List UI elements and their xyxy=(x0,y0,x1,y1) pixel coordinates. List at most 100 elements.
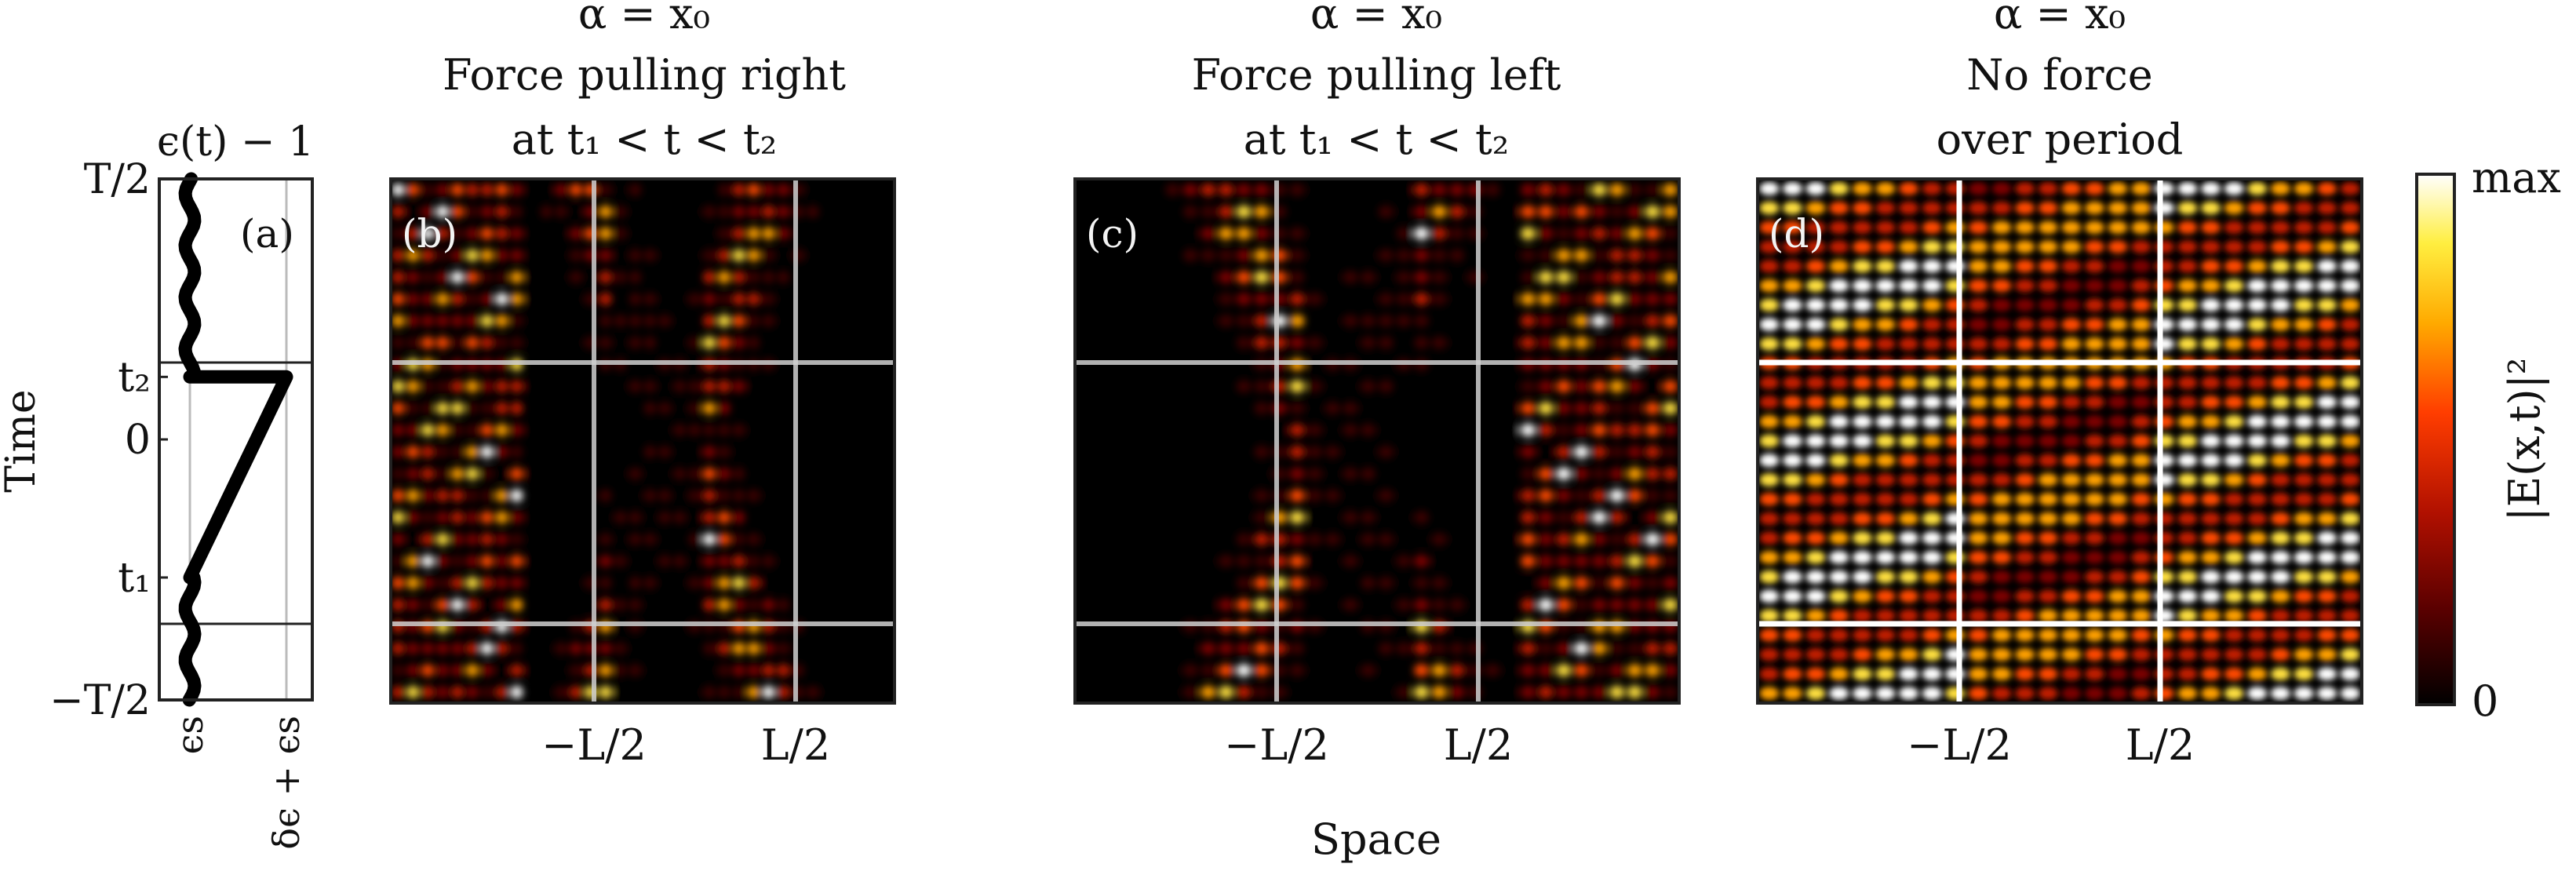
heat-b-cell-196 xyxy=(777,292,790,306)
heat-c-cell-412 xyxy=(1147,445,1163,459)
heat-c-cell-810 xyxy=(1573,685,1589,699)
heat-d-cell-48 xyxy=(2270,201,2290,215)
heat-d-cell-490 xyxy=(2270,531,2290,545)
heat-c-cell-553 xyxy=(1236,533,1252,546)
heat-d-cell-204 xyxy=(2270,318,2290,331)
heat-d-cell-487 xyxy=(2201,531,2221,545)
heat-c-cell-646 xyxy=(1076,598,1091,612)
heat-c-cell-173 xyxy=(1129,292,1145,306)
heat-d-cell-195 xyxy=(2061,318,2082,331)
heat-d-cell-301 xyxy=(2108,395,2128,409)
heat-d-cell-349 xyxy=(2015,434,2035,448)
heat-d-cell-77 xyxy=(2340,220,2360,235)
heat-d-cell-85 xyxy=(1922,240,1942,253)
heat-d-cell-659 xyxy=(1968,667,1988,681)
heat-b-cell-783 xyxy=(406,685,420,699)
heat-d-cell-137 xyxy=(1922,279,1942,293)
panel-b-title: α = x₀ Force pulling right at t₁ < t < t… xyxy=(443,0,846,164)
heat-c-cell-589 xyxy=(1271,554,1287,568)
heat-c-cell-460 xyxy=(1396,467,1412,481)
heat-b-cell-90 xyxy=(718,227,731,240)
heat-b-cell-219 xyxy=(614,314,627,328)
heat-b-cell-800 xyxy=(658,685,672,699)
heat-b-cell-165 xyxy=(822,271,834,284)
heat-b-cell-177 xyxy=(495,292,508,306)
heat-c-cell-786 xyxy=(1147,685,1163,699)
heat-b-cell-717 xyxy=(436,642,449,655)
heat-c-cell-312 xyxy=(1182,380,1198,393)
heat-b-cell-436 xyxy=(807,445,819,459)
heat-d-cell-559 xyxy=(2061,589,2082,603)
heat-b-cell-454 xyxy=(570,467,582,481)
heat-b-cell-325 xyxy=(673,380,687,393)
heat-c-cell-28 xyxy=(1573,183,1589,197)
heat-b-cell-106 xyxy=(451,249,464,262)
heat-c-cell-423 xyxy=(1343,445,1358,459)
heat-d-cell-582 xyxy=(1991,609,2012,623)
heat-d-cell-19 xyxy=(2201,182,2221,195)
heat-b-cell-765 xyxy=(643,664,657,677)
panel-b-label: (b) xyxy=(402,211,457,257)
heat-c-cell-140 xyxy=(1147,271,1163,284)
heat-b-cell-372 xyxy=(865,402,879,415)
heat-c-cell-176 xyxy=(1182,292,1198,306)
heat-c-cell-389 xyxy=(1343,423,1358,437)
heat-b-cell-668 xyxy=(718,598,731,612)
heat-d-cell-217 xyxy=(1968,337,1988,351)
heat-c-cell-769 xyxy=(1449,664,1465,677)
heat-d-cell-674 xyxy=(2317,667,2337,681)
heat-b-cell-45 xyxy=(555,205,567,219)
heat-b-cell-552 xyxy=(510,533,523,546)
heat-b-cell-128 xyxy=(777,249,790,262)
heat-b-cell-182 xyxy=(570,292,582,306)
heat-c-cell-25 xyxy=(1521,183,1536,197)
heat-c-cell-270 xyxy=(1645,336,1660,350)
heat-c-cell-438 xyxy=(1609,445,1625,459)
heat-b-cell-152 xyxy=(629,271,642,284)
heat-d-cell-286 xyxy=(1759,395,1780,409)
heat-c-cell-402 xyxy=(1573,423,1589,437)
heat-b-cell-481 xyxy=(466,489,479,502)
heat-c-cell-130 xyxy=(1573,249,1589,262)
heat-d-cell-451 xyxy=(1968,512,1988,526)
heat-d-cell-211 xyxy=(1829,337,1849,351)
heat-d-cell-343 xyxy=(1875,434,1896,448)
heat-d-cell-614 xyxy=(2131,629,2152,642)
heat-c-cell-575 xyxy=(1627,533,1642,546)
heat-c-cell-10 xyxy=(1254,183,1270,197)
heat-b-cell-29 xyxy=(822,183,834,197)
heat-c-cell-489 xyxy=(1307,489,1323,502)
heat-b-cell-87 xyxy=(673,227,687,240)
heat-d-cell-125 xyxy=(2247,259,2268,273)
heat-c-cell-469 xyxy=(1556,467,1572,481)
heat-b-cell-719 xyxy=(466,642,479,655)
heat-d-cell-649 xyxy=(2340,647,2360,661)
heat-b-cell-89 xyxy=(703,227,716,240)
heat-c-cell-33 xyxy=(1663,183,1678,197)
heat-c-cell-79 xyxy=(1271,227,1287,240)
heat-d-cell-436 xyxy=(2224,492,2244,506)
heat-d-cell-491 xyxy=(2294,531,2314,545)
heat-b-cell-340 xyxy=(392,402,405,415)
heat-c-cell-145 xyxy=(1236,271,1252,284)
heat-c-cell-618 xyxy=(1182,576,1198,590)
heat-c-cell-607 xyxy=(1591,554,1607,568)
heat-c-cell-541 xyxy=(1627,511,1642,524)
heat-c-cell-60 xyxy=(1538,205,1554,219)
heat-c-cell-269 xyxy=(1627,336,1642,350)
heat-c-cell-332 xyxy=(1538,380,1554,393)
heat-d-cell-348 xyxy=(1991,434,2012,448)
heat-c-cell-354 xyxy=(1324,402,1340,415)
heat-b-cell-328 xyxy=(718,380,731,393)
heat-d-cell-635 xyxy=(2015,647,2035,661)
heat-b-cell-103 xyxy=(406,249,420,262)
heat-c-cell-776 xyxy=(1573,664,1589,677)
heat-d-cell-344 xyxy=(1899,434,1918,448)
heat-c-cell-753 xyxy=(1165,664,1181,677)
heat-c-cell-647 xyxy=(1094,598,1109,612)
heat-b-cell-350 xyxy=(540,402,553,415)
heat-d-cell-421 xyxy=(1875,492,1896,506)
heat-d-cell-106 xyxy=(1805,259,1826,273)
heat-c-cell-133 xyxy=(1627,249,1642,262)
heat-b-cell-108 xyxy=(480,249,494,262)
